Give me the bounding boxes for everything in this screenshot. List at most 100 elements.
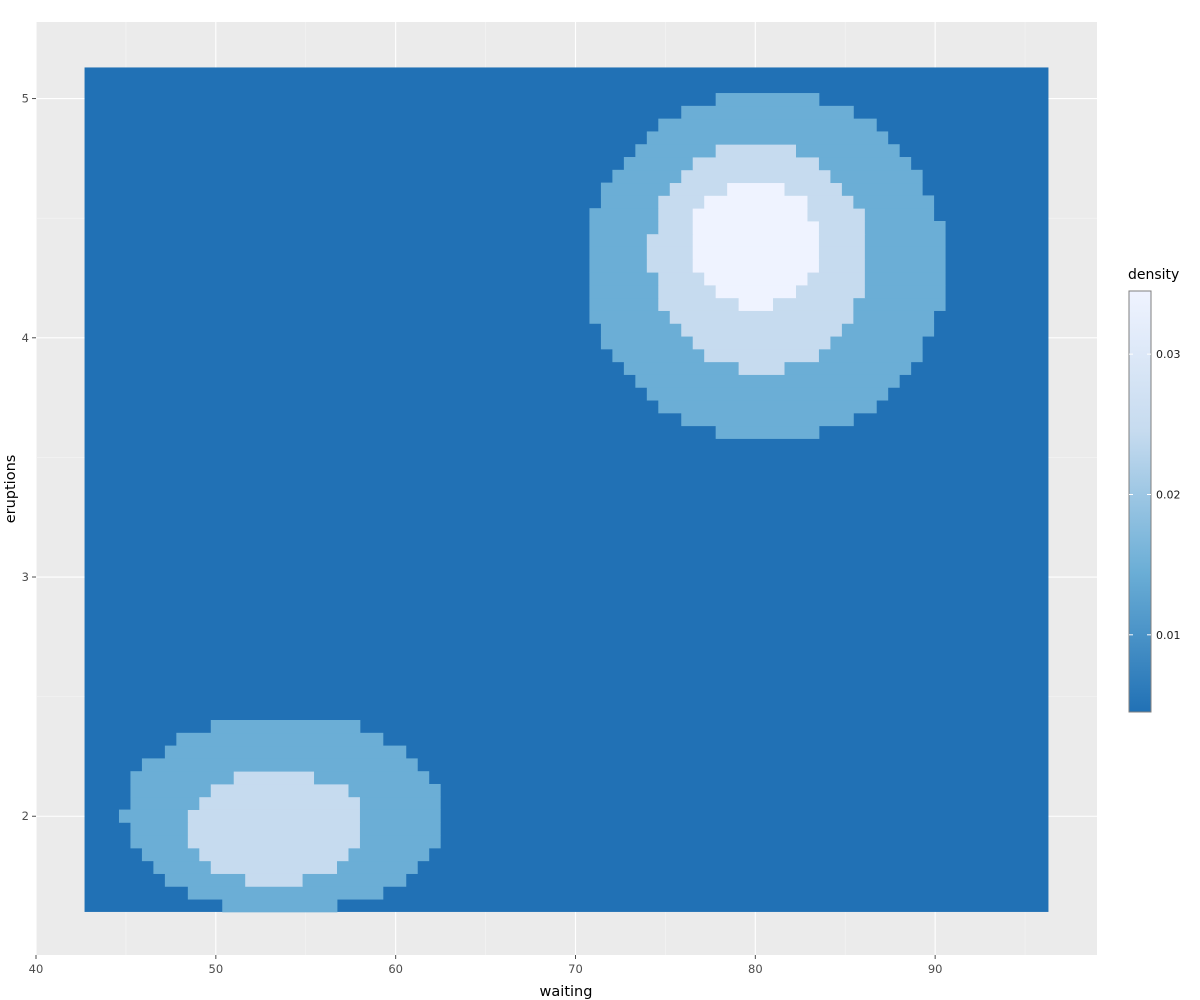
- density-cell-level-1: [796, 144, 900, 157]
- density-cell-level-1: [635, 375, 899, 388]
- density-cell-level-1: [865, 272, 946, 285]
- density-cell-level-3: [727, 183, 785, 196]
- density-cell-level-3: [693, 221, 820, 234]
- density-cell-level-2: [819, 247, 865, 260]
- density-cell-level-1: [589, 247, 647, 260]
- density-cell-level-1: [853, 195, 934, 208]
- density-cell-level-2: [796, 285, 865, 298]
- density-cell-level-1: [130, 771, 234, 784]
- density-cell-level-2: [670, 311, 854, 324]
- density-cell-level-2: [704, 349, 819, 362]
- density-cell-level-1: [601, 336, 693, 349]
- legend-tick-label: 0.01: [1156, 629, 1181, 642]
- density-cell-level-2: [670, 183, 728, 196]
- density-cell-level-2: [807, 195, 853, 208]
- density-cell-level-1: [360, 797, 441, 810]
- density-cell-level-1: [853, 311, 934, 324]
- density-cell-level-2: [647, 247, 693, 260]
- density-cell-level-1: [865, 247, 946, 260]
- density-cell-level-2: [716, 144, 797, 157]
- x-tick-label: 80: [748, 962, 763, 976]
- density-cell-level-1: [314, 771, 429, 784]
- density-cell-level-2: [819, 259, 865, 272]
- density-cell-level-1: [658, 400, 876, 413]
- density-cell-level-1: [589, 221, 658, 234]
- density-cell-level-1: [612, 349, 704, 362]
- density-cell-level-1: [222, 899, 337, 912]
- density-cell-level-1: [188, 886, 383, 899]
- x-tick-label: 60: [388, 962, 403, 976]
- density-cell-level-1: [211, 720, 361, 733]
- density-cell-level-2: [658, 195, 704, 208]
- density-cell-level-1: [589, 285, 658, 298]
- density-cell-level-1: [830, 336, 922, 349]
- density-cell-level-2: [234, 771, 315, 784]
- density-cell-level-1: [601, 195, 659, 208]
- density-cell-level-2: [647, 234, 693, 247]
- density-cell-level-1: [130, 822, 188, 835]
- density-cell-level-1: [348, 848, 429, 861]
- density-cell-level-2: [807, 272, 865, 285]
- density-cell-level-1: [348, 784, 440, 797]
- density-cell-level-1: [624, 362, 739, 375]
- density-cell-level-2: [658, 272, 704, 285]
- density-cell-level-1: [716, 93, 820, 106]
- density-cell-level-2: [188, 810, 361, 823]
- density-cell-level-1: [360, 810, 441, 823]
- density-cell-level-1: [635, 144, 716, 157]
- density-cell-level-3: [693, 259, 820, 272]
- y-axis: 2 3 4 5: [22, 92, 36, 824]
- legend-title: density: [1128, 267, 1179, 283]
- density-cell-level-2: [211, 861, 338, 874]
- density-cell-level-1: [865, 285, 946, 298]
- density-cell-level-2: [693, 336, 831, 349]
- density-cell-level-2: [681, 170, 831, 183]
- density-cell-level-1: [165, 746, 406, 759]
- density-cell-level-1: [842, 323, 934, 336]
- density-cell-level-1: [165, 874, 246, 887]
- density-cell-level-1: [589, 259, 647, 272]
- density-cell-level-2: [188, 835, 361, 848]
- density-cell-level-2: [773, 298, 854, 311]
- density-cell-level-1: [303, 874, 407, 887]
- density-cell-level-2: [199, 848, 349, 861]
- x-tick-label: 40: [29, 962, 44, 976]
- density-cell-level-1: [865, 208, 934, 221]
- density-cell-level-1: [830, 170, 922, 183]
- density-cell-level-2: [199, 797, 360, 810]
- density-cell-level-2: [188, 822, 361, 835]
- legend-tick-label: 0.03: [1156, 348, 1181, 361]
- x-axis: 40 50 60 70 80 90: [29, 955, 943, 976]
- density-cell-level-1: [360, 835, 441, 848]
- density-cell-level-1: [130, 784, 211, 797]
- density-cell-level-1: [153, 861, 211, 874]
- density-cell-level-2: [693, 157, 820, 170]
- density-cell-level-2: [211, 784, 349, 797]
- y-tick-label: 5: [22, 92, 29, 106]
- density-cell-level-1: [865, 259, 946, 272]
- density-cell-level-3: [704, 272, 808, 285]
- density-cell-level-1: [142, 848, 200, 861]
- legend-tick-label: 0.02: [1156, 488, 1181, 501]
- density-cell-level-3: [739, 298, 774, 311]
- density-cell-level-3: [693, 208, 808, 221]
- density-cell-level-2: [658, 208, 693, 221]
- density-cell-level-2: [819, 234, 865, 247]
- density-cell-level-1: [589, 298, 658, 311]
- density-cell-level-1: [658, 119, 876, 132]
- density-cell-level-1: [865, 234, 946, 247]
- density-cell-level-2: [819, 221, 865, 234]
- y-axis-title: eruptions: [3, 455, 19, 524]
- density-cell-level-1: [142, 758, 418, 771]
- density-cell-level-1: [819, 157, 911, 170]
- density-cell-level-1: [681, 106, 854, 119]
- y-tick-label: 2: [22, 809, 29, 823]
- density-cell-level-1: [601, 183, 670, 196]
- x-axis-title: waiting: [540, 984, 593, 1000]
- density-cell-level-1: [681, 413, 854, 426]
- density-cell-level-2: [739, 362, 785, 375]
- x-tick-label: 90: [928, 962, 943, 976]
- density-cell-level-2: [658, 221, 693, 234]
- density-cell-level-2: [807, 208, 865, 221]
